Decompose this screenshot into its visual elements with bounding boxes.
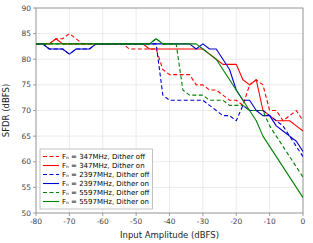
legend-label: Fₙ = 2397MHz, Dither off	[62, 171, 150, 179]
y-tick	[33, 33, 36, 34]
x-tick	[136, 213, 137, 216]
background	[0, 0, 313, 243]
series-line	[36, 39, 303, 198]
x-tick-label: 0	[301, 217, 306, 226]
y-tick-label: 65	[21, 132, 31, 141]
x-axis-label: Input Amplitude (dBFS)	[120, 230, 219, 240]
x-tick	[202, 213, 203, 216]
series-line	[36, 44, 303, 157]
y-tick-label: 75	[21, 80, 31, 89]
legend-swatch	[43, 183, 59, 184]
series-line	[36, 34, 303, 121]
legend-swatch	[43, 156, 59, 157]
x-tick	[236, 213, 237, 216]
grid	[36, 8, 303, 213]
y-tick	[33, 8, 36, 9]
legend: Fₙ = 347MHz, Dither offFₙ = 347MHz, Dith…	[40, 149, 152, 209]
x-tick-label: -10	[264, 217, 276, 226]
legend-label: Fₙ = 347MHz, Dither on	[62, 162, 145, 170]
lines	[36, 34, 303, 198]
y-tick-label: 80	[21, 55, 31, 64]
x-tick	[69, 213, 70, 216]
y-tick	[33, 187, 36, 188]
x-tick	[303, 213, 304, 216]
y-tick	[33, 136, 36, 137]
axes: -80 -70 -60 -50 -40 -30 -20 -10 0 50 55 60 65 70 75 80 8…	[21, 4, 305, 226]
plot-frame	[36, 8, 303, 213]
x-tick-label: -20	[230, 217, 242, 226]
x-tick-label: -30	[197, 217, 209, 226]
y-tick	[33, 59, 36, 60]
x-tick	[102, 213, 103, 216]
x-tick-label: -70	[63, 217, 75, 226]
y-tick-label: 55	[21, 183, 31, 192]
x-tick-label: -50	[130, 217, 142, 226]
legend-swatch	[43, 174, 59, 175]
legend-swatch	[43, 165, 59, 166]
y-tick-label: 50	[21, 209, 31, 218]
y-tick-label: 70	[21, 106, 31, 115]
y-tick	[33, 213, 36, 214]
y-tick	[33, 110, 36, 111]
y-tick-label: 85	[21, 29, 31, 38]
x-tick-label: -60	[97, 217, 109, 226]
x-tick	[269, 213, 270, 216]
legend-swatch	[43, 201, 59, 202]
x-tick	[169, 213, 170, 216]
x-tick-label: -80	[30, 217, 42, 226]
y-tick-label: 90	[21, 4, 31, 13]
legend-label: Fₙ = 2397MHz, Dither on	[62, 180, 149, 188]
legend-label: Fₙ = 5597MHz, Dither on	[62, 198, 149, 206]
chart: -80 -70 -60 -50 -40 -30 -20 -10 0 50 55 60 65 70 75 80 8…	[0, 0, 313, 243]
series-line	[36, 39, 303, 177]
y-axis-label: SFDR (dBFS)	[1, 84, 11, 137]
grid-line	[36, 59, 303, 60]
y-tick-label: 60	[21, 157, 31, 166]
y-tick	[33, 161, 36, 162]
legend-label: Fₙ = 5597MHz, Dither off	[62, 189, 150, 197]
x-tick-label: -40	[163, 217, 175, 226]
legend-label: Fₙ = 347MHz, Dither off	[62, 153, 145, 161]
series-line	[36, 39, 303, 131]
legend-frame	[40, 149, 152, 209]
grid-line	[36, 33, 303, 34]
legend-swatch	[43, 192, 59, 193]
x-tick	[36, 213, 37, 216]
y-tick	[33, 84, 36, 85]
